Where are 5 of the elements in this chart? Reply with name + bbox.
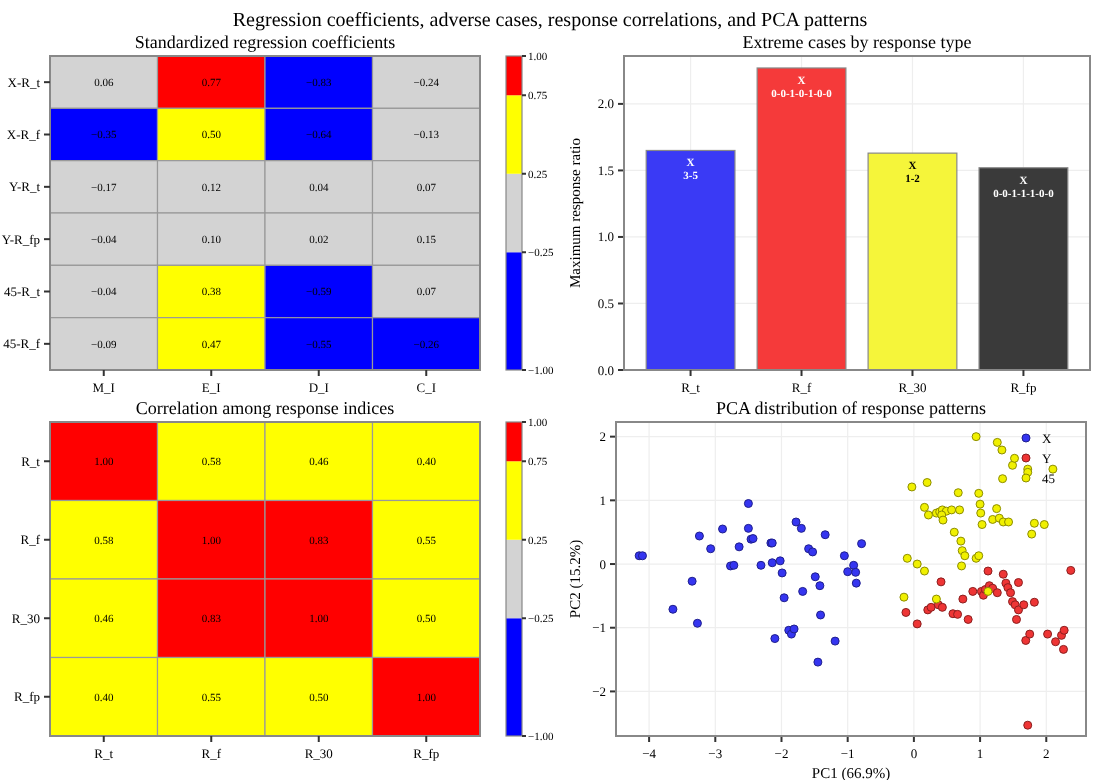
chart-title: Correlation among response indices [135,398,396,418]
chart-title: Extreme cases by response type [742,32,972,52]
text: Regression coefficients, adverse cases, response correlations, and PCA patterns [232,10,868,32]
chart-title: PCA distribution of response patterns [716,398,987,418]
chart-title: Standardized regression coefficients [134,32,397,52]
